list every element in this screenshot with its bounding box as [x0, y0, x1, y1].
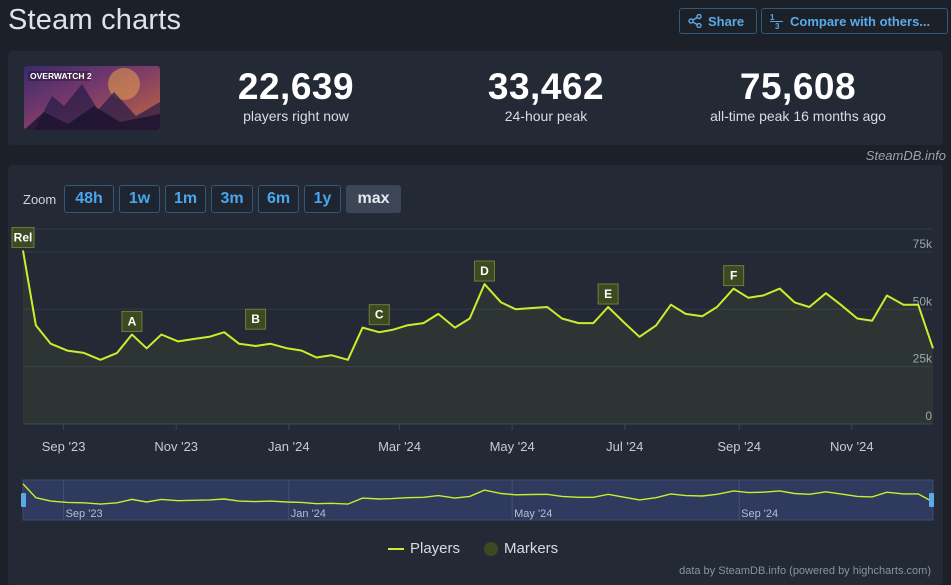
x-tick-label: Mar '24 [378, 439, 421, 454]
current-players-label: players right now [243, 108, 349, 124]
marker-label: F [730, 269, 737, 283]
peak-24h-label: 24-hour peak [504, 108, 588, 124]
marker-label: E [604, 287, 612, 301]
compare-label: Compare with others... [790, 13, 931, 29]
x-tick-label: Jan '24 [268, 439, 310, 454]
x-tick-label: Sep '24 [717, 439, 761, 454]
legend-item-markers[interactable]: Markers [484, 540, 558, 557]
peak-24h-value: 33,462 [487, 66, 605, 107]
x-tick-label: May '24 [490, 439, 535, 454]
zoom-button-1w[interactable]: 1w [119, 185, 160, 213]
zoom-button-6m[interactable]: 6m [258, 185, 299, 213]
game-thumbnail[interactable]: OVERWATCH 2 [24, 66, 160, 130]
footer-credit: data by SteamDB.info (powered by highcha… [679, 565, 931, 577]
stats-panel: OVERWATCH 2 22,639 players right now 33,… [8, 51, 943, 145]
x-tick-label: Jul '24 [606, 439, 643, 454]
zoom-button-3m[interactable]: 3m [211, 185, 253, 213]
x-tick-label: Nov '24 [830, 439, 874, 454]
chart-legend: Players Markers [0, 540, 951, 560]
game-logo-text: OVERWATCH 2 [30, 71, 92, 81]
zoom-button-1y[interactable]: 1y [304, 185, 341, 213]
x-tick-label: Nov '23 [154, 439, 198, 454]
svg-text:3: 3 [775, 22, 780, 29]
marker-label: A [128, 315, 137, 329]
marker-flag-a[interactable] [121, 311, 143, 333]
dot-swatch-icon [484, 541, 498, 556]
legend-players-label: Players [410, 540, 461, 557]
steamdb-credit[interactable]: SteamDB.info [865, 148, 946, 163]
navigator-tick-label: Sep '24 [741, 508, 778, 520]
y-tick-label: 75k [913, 237, 933, 251]
x-tick-label: Sep '23 [42, 439, 86, 454]
page-title: Steam charts [8, 4, 182, 36]
stat-current-players: 22,639 players right now [196, 65, 396, 124]
share-icon [688, 14, 702, 28]
y-tick-label: 0 [925, 409, 932, 423]
svg-text:1: 1 [770, 13, 775, 22]
current-players-value: 22,639 [237, 66, 355, 107]
share-label: Share [708, 13, 745, 29]
zoom-button-48h[interactable]: 48h [64, 185, 114, 213]
navigator-tick-label: Jan '24 [291, 508, 326, 520]
navigator-tick-label: Sep '23 [66, 508, 103, 520]
all-time-peak-value: 75,608 [739, 66, 857, 107]
navigator-right-handle[interactable] [929, 493, 934, 507]
zoom-button-max[interactable]: max [346, 185, 401, 213]
fraction-icon: 1 3 [770, 13, 783, 29]
share-button[interactable]: Share [679, 8, 757, 34]
navigator-tick-label: May '24 [514, 508, 552, 520]
all-time-peak-label: all-time peak 16 months ago [710, 108, 886, 124]
marker-label: Rel [14, 231, 33, 245]
legend-item-players[interactable]: Players [388, 540, 460, 557]
game-cover-image: OVERWATCH 2 [24, 66, 160, 130]
marker-label: C [375, 308, 384, 322]
marker-flag-rel[interactable] [11, 227, 35, 249]
compare-button[interactable]: 1 3 Compare with others... [761, 8, 948, 34]
navigator-series-line [22, 483, 934, 505]
y-tick-label: 25k [913, 352, 933, 366]
marker-label: D [480, 264, 489, 278]
stat-24h-peak: 33,462 24-hour peak [446, 65, 646, 124]
marker-flag-d[interactable] [473, 260, 495, 282]
marker-flag-c[interactable] [368, 304, 390, 326]
line-swatch-icon [388, 547, 404, 550]
marker-flag-e[interactable] [597, 283, 619, 305]
legend-markers-label: Markers [504, 540, 559, 557]
marker-label: B [251, 312, 260, 326]
navigator-left-handle[interactable] [21, 493, 26, 507]
zoom-label: Zoom [23, 192, 57, 207]
players-series-line[interactable] [22, 250, 934, 361]
marker-flag-b[interactable] [245, 308, 267, 330]
players-area [23, 250, 933, 424]
marker-flag-f[interactable] [723, 265, 745, 287]
stat-all-time-peak: 75,608 all-time peak 16 months ago [688, 65, 908, 124]
zoom-button-1m[interactable]: 1m [165, 185, 206, 213]
